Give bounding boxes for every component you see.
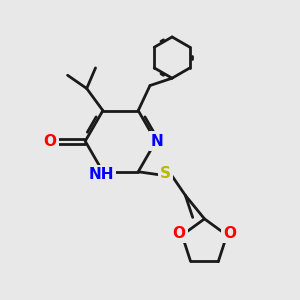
Text: O: O — [223, 226, 236, 241]
Text: O: O — [172, 226, 186, 241]
Text: N: N — [151, 134, 164, 149]
Text: NH: NH — [89, 167, 114, 182]
Text: O: O — [44, 134, 56, 149]
Text: S: S — [160, 166, 171, 181]
